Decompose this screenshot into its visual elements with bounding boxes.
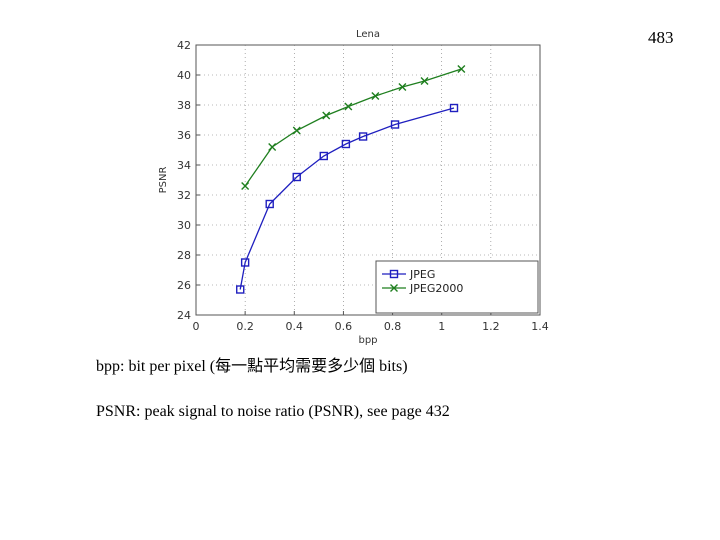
x-tick-label: 0.2 [236, 320, 254, 333]
bpp-definition-note: bpp: bit per pixel (每一點平均需要多少個 bits) [96, 358, 408, 375]
x-tick-label: 0 [193, 320, 200, 333]
data-point-jpeg2000 [420, 77, 429, 85]
y-tick-label: 32 [177, 189, 191, 202]
data-point-jpeg [341, 139, 351, 149]
x-tick-label: 0.4 [286, 320, 304, 333]
data-point-jpeg [236, 285, 245, 294]
data-point-jpeg2000 [292, 126, 301, 135]
y-tick-label: 38 [177, 99, 191, 112]
x-tick-label: 1.4 [531, 320, 549, 333]
data-point-jpeg2000 [371, 92, 380, 100]
y-tick-label: 40 [177, 69, 191, 82]
data-point-jpeg2000 [241, 182, 250, 190]
series-line-jpeg [239, 107, 455, 290]
x-tick-label: 1 [438, 320, 445, 333]
y-axis-title: PSNR [158, 167, 169, 194]
data-point-jpeg2000 [322, 111, 331, 120]
legend-label-jpeg: JPEG [409, 268, 435, 281]
data-point-jpeg [319, 151, 328, 161]
y-tick-label: 30 [177, 219, 191, 232]
y-tick-label: 42 [177, 39, 191, 52]
y-tick-label: 34 [177, 159, 191, 172]
data-point-jpeg [292, 172, 301, 182]
legend-marker-jpeg2000 [390, 284, 398, 292]
y-tick-label: 28 [177, 249, 191, 262]
y-tick-label: 36 [177, 129, 191, 142]
data-point-jpeg [449, 103, 459, 113]
data-point-jpeg [390, 120, 400, 129]
data-point-jpeg2000 [268, 143, 277, 151]
legend-marker-jpeg [389, 269, 399, 279]
data-point-jpeg2000 [457, 65, 466, 73]
x-tick-label: 0.8 [384, 320, 402, 333]
legend-box [375, 260, 539, 314]
y-tick-label: 24 [177, 309, 191, 322]
psnr-definition-note: PSNR: peak signal to noise ratio (PSNR),… [96, 403, 450, 420]
page-number: 483 [648, 28, 674, 47]
psnr-vs-bpp-chart: Lena 0 0.2 0.4 0.6 0.8 1 1.2 1.4 24 26 28 30 32 34 36 38… [158, 29, 549, 346]
data-point-jpeg2000 [344, 102, 353, 111]
data-point-jpeg [358, 132, 368, 141]
data-point-jpeg [240, 258, 250, 267]
y-tick-label: 26 [177, 279, 191, 292]
chart-title: Lena [356, 29, 380, 40]
x-axis-title: bpp [358, 335, 377, 346]
data-point-jpeg2000 [398, 83, 407, 91]
data-point-jpeg [265, 199, 274, 209]
x-tick-label: 0.6 [335, 320, 353, 333]
legend-label-jpeg2000: JPEG2000 [409, 282, 463, 295]
x-tick-label: 1.2 [482, 320, 500, 333]
